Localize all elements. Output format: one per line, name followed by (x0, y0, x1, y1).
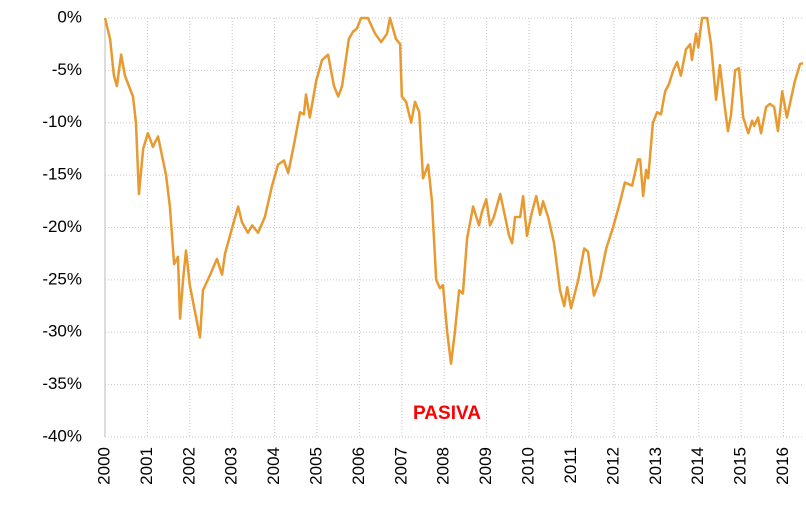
x-tick-label: 2007 (391, 447, 410, 485)
x-tick-label: 2010 (519, 447, 538, 485)
y-tick-label: -15% (42, 165, 82, 184)
y-tick-label: -40% (42, 426, 82, 445)
x-tick-label: 2016 (773, 447, 792, 485)
x-tick-label: 2011 (561, 447, 580, 484)
x-tick-label: 2000 (94, 447, 113, 485)
x-tick-label: 2009 (476, 447, 495, 485)
x-tick-label: 2008 (434, 447, 453, 485)
y-tick-label: -25% (42, 269, 82, 288)
x-tick-label: 2002 (179, 447, 198, 485)
y-tick-label: -10% (42, 112, 82, 131)
y-tick-label: -20% (42, 217, 82, 236)
x-tick-label: 2003 (222, 447, 241, 485)
x-tick-label: 2001 (137, 447, 156, 485)
x-tick-label: 2012 (603, 447, 622, 485)
x-tick-label: 2005 (307, 447, 326, 485)
x-tick-label: 2006 (349, 447, 368, 485)
y-tick-label: -30% (42, 322, 82, 341)
annotation: PASIVA (413, 403, 481, 424)
x-tick-label: 2015 (731, 447, 750, 485)
y-tick-label: -35% (42, 374, 82, 393)
y-tick-label: 0% (57, 7, 82, 26)
x-tick-label: 2014 (688, 447, 707, 485)
line (103, 16, 804, 365)
x-tick-label: 2013 (646, 447, 665, 485)
y-tick-label: -5% (52, 60, 82, 79)
x-tick-label: 2004 (264, 447, 283, 485)
